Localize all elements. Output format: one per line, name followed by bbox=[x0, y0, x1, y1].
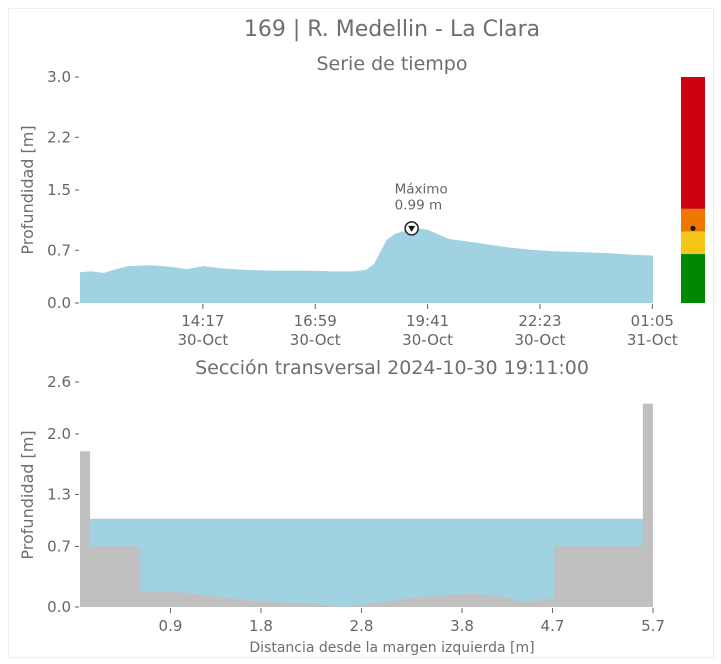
x-tick-label: 1.8 bbox=[249, 617, 273, 635]
max-value: 0.99 m bbox=[395, 197, 443, 213]
chart-card bbox=[8, 8, 714, 658]
y-tick-label: 3.0 bbox=[47, 68, 71, 86]
status-band bbox=[681, 77, 705, 209]
x-tick-date: 30-Oct bbox=[177, 331, 228, 349]
y-tick-label: 0.0 bbox=[47, 598, 71, 616]
x-tick-date: 30-Oct bbox=[515, 331, 566, 349]
y-tick-label: 0.0 bbox=[47, 294, 71, 312]
y-tick-label: 1.3 bbox=[47, 486, 71, 504]
x-tick-time: 01:05 bbox=[631, 312, 674, 330]
status-band bbox=[681, 208, 705, 232]
x-tick-label: 2.8 bbox=[350, 617, 374, 635]
y-tick-label: 2.0 bbox=[47, 425, 71, 443]
page-title: 169 | R. Medellin - La Clara bbox=[244, 17, 540, 42]
max-label: Máximo bbox=[395, 181, 448, 197]
x-tick-date: 31-Oct bbox=[627, 331, 678, 349]
x-tick-time: 14:17 bbox=[181, 312, 224, 330]
depth-area bbox=[80, 228, 653, 303]
x-tick-label: 5.7 bbox=[641, 617, 665, 635]
cross-section-plot: 0.0 0.7 1.3 2.0 2.6 0.9 1.8 2.8 3.8 4.7 5.7 bbox=[47, 373, 665, 635]
terrain-profile bbox=[80, 403, 653, 607]
timeseries-ylabel: Profundidad [m] bbox=[18, 125, 37, 254]
cross-section-xlabel: Distancia desde la margen izquierda [m] bbox=[249, 640, 534, 656]
y-tick-label: 1.5 bbox=[47, 181, 71, 199]
x-tick-time: 22:23 bbox=[518, 312, 561, 330]
y-tick-label: 0.7 bbox=[47, 537, 71, 555]
timeseries-title: Serie de tiempo bbox=[317, 53, 468, 75]
x-tick-date: 30-Oct bbox=[290, 331, 341, 349]
status-band bbox=[681, 231, 705, 255]
status-level-bar bbox=[681, 77, 705, 303]
y-tick-label: 2.2 bbox=[47, 128, 71, 146]
x-tick-label: 3.8 bbox=[450, 617, 474, 635]
current-level-dot bbox=[690, 225, 696, 231]
status-band bbox=[681, 254, 705, 303]
cross-section-ylabel: Profundidad [m] bbox=[18, 430, 37, 559]
max-marker-arrow bbox=[408, 225, 416, 232]
y-tick-label: 0.7 bbox=[47, 241, 71, 259]
x-tick-time: 16:59 bbox=[294, 312, 337, 330]
y-tick-label: 2.6 bbox=[47, 373, 71, 391]
timeseries-plot: 0.00.71.52.23.014:1730-Oct16:5930-Oct19:… bbox=[47, 68, 678, 349]
cross-section-title: Sección transversal 2024-10-30 19:11:00 bbox=[195, 357, 589, 379]
x-tick-label: 0.9 bbox=[159, 617, 183, 635]
x-tick-label: 4.7 bbox=[541, 617, 565, 635]
x-tick-time: 19:41 bbox=[406, 312, 449, 330]
x-tick-date: 30-Oct bbox=[402, 331, 453, 349]
